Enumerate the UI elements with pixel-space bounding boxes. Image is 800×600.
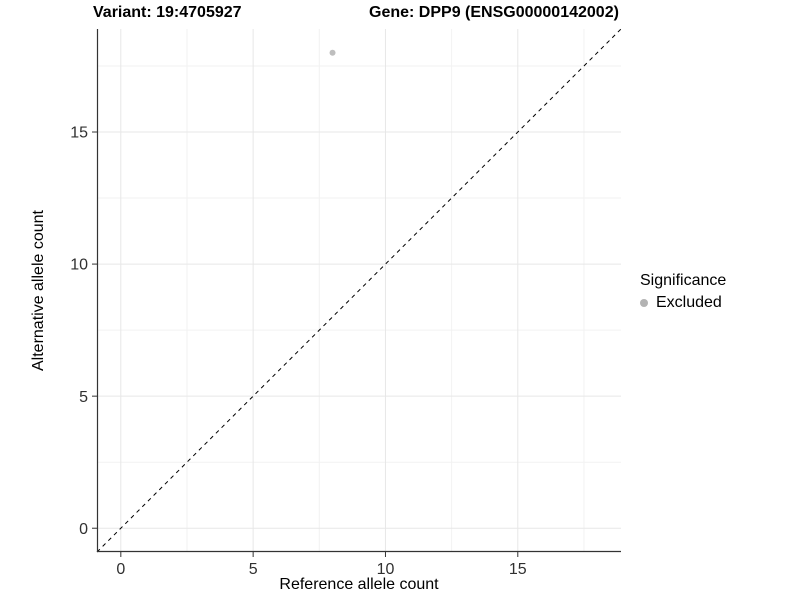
x-tick-label: 10 xyxy=(377,561,395,578)
x-tick-label: 5 xyxy=(249,561,258,578)
y-axis-label: Alternative allele count xyxy=(30,210,47,371)
y-tick-label: 15 xyxy=(70,125,88,142)
variant-title: Variant: 19:4705927 xyxy=(93,4,242,21)
legend-entry-label: Excluded xyxy=(656,294,722,311)
identity-dashed-line xyxy=(96,28,622,553)
legend-point-icon xyxy=(640,299,648,307)
x-axis-label: Reference allele count xyxy=(279,576,439,593)
gene-title: Gene: DPP9 (ENSG00000142002) xyxy=(369,4,619,21)
legend-title: Significance xyxy=(640,272,727,289)
y-tick-label: 0 xyxy=(79,521,88,538)
x-tick-label: 0 xyxy=(116,561,125,578)
y-tick-label: 10 xyxy=(70,257,88,274)
plot-panel: 0 5 10 15 0 5 10 15 xyxy=(70,28,622,578)
legend: Significance Excluded xyxy=(640,272,726,312)
legend-entry-excluded: Excluded xyxy=(640,294,726,312)
data-point xyxy=(329,49,336,56)
x-tick-label: 15 xyxy=(509,561,527,578)
y-tick-label: 5 xyxy=(79,389,88,406)
